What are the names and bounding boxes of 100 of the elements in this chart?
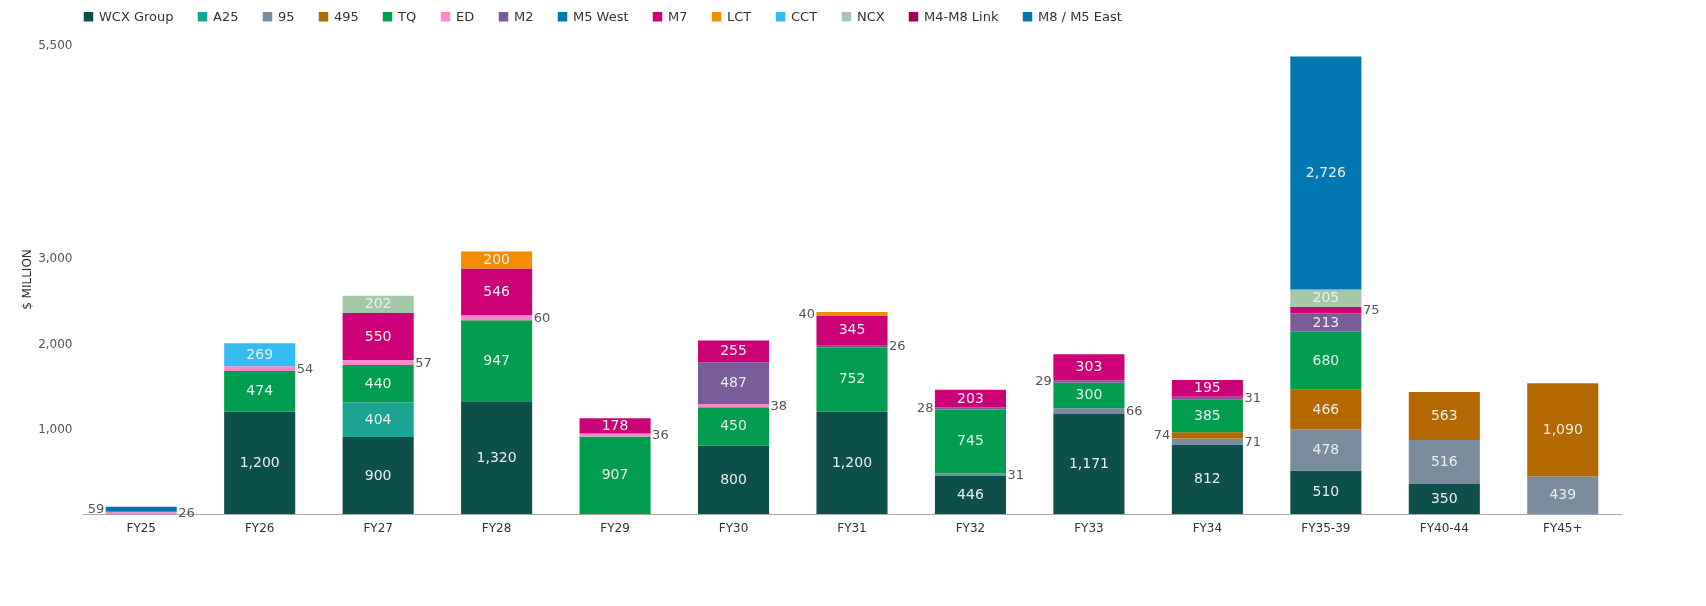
y-tick-label: 1,000 bbox=[38, 422, 73, 437]
legend-label: 95 bbox=[278, 8, 295, 24]
x-tick-label: FY29 bbox=[600, 520, 630, 535]
data-label: 350 bbox=[1430, 490, 1458, 507]
data-label: 345 bbox=[838, 321, 866, 338]
bar bbox=[1171, 380, 1243, 397]
data-label: 40 bbox=[798, 305, 815, 321]
legend-label: 495 bbox=[334, 8, 359, 24]
data-label: 800 bbox=[720, 470, 747, 487]
bar bbox=[698, 407, 770, 446]
y-tick-label: 3,000 bbox=[38, 251, 73, 266]
x-tick-label: FY30 bbox=[718, 520, 749, 535]
bar bbox=[934, 407, 1006, 410]
bar bbox=[342, 437, 414, 514]
data-label: 75 bbox=[1362, 302, 1380, 318]
bar bbox=[1290, 56, 1362, 290]
bar bbox=[1171, 438, 1243, 445]
bar bbox=[461, 315, 533, 321]
data-label: 745 bbox=[957, 432, 984, 449]
legend-label: ED bbox=[456, 8, 475, 24]
x-tick-label: FY45+ bbox=[1542, 520, 1583, 535]
data-label: 269 bbox=[246, 345, 274, 362]
bar bbox=[105, 511, 177, 514]
data-label: 205 bbox=[1312, 289, 1340, 306]
x-tick-label: FY40-44 bbox=[1419, 520, 1469, 535]
data-label: 546 bbox=[483, 282, 511, 299]
data-label: 947 bbox=[483, 351, 510, 368]
bar bbox=[1290, 429, 1362, 471]
x-tick-label: FY35-39 bbox=[1301, 520, 1351, 535]
data-label: 680 bbox=[1312, 351, 1340, 368]
bar bbox=[1408, 484, 1480, 514]
data-label: 255 bbox=[720, 342, 747, 359]
x-tick-label: FY25 bbox=[126, 520, 156, 535]
data-label: 31 bbox=[1007, 466, 1025, 482]
bar bbox=[1290, 313, 1362, 332]
legend-label: A25 bbox=[213, 8, 239, 24]
data-label: 200 bbox=[483, 250, 510, 267]
data-label: 213 bbox=[1312, 313, 1340, 330]
bar bbox=[342, 360, 414, 365]
legend-label: M2 bbox=[514, 8, 534, 24]
data-label: 439 bbox=[1549, 486, 1577, 503]
data-label: 1,200 bbox=[239, 453, 280, 470]
data-label: 1,320 bbox=[476, 448, 517, 465]
bar bbox=[1290, 307, 1362, 314]
bar bbox=[1053, 408, 1125, 414]
data-label: 203 bbox=[957, 389, 984, 406]
data-label: 446 bbox=[957, 485, 984, 502]
data-label: 60 bbox=[533, 309, 551, 325]
legend-label: M8 / M5 East bbox=[1038, 8, 1122, 24]
bar bbox=[342, 313, 414, 361]
data-label: 71 bbox=[1244, 433, 1261, 449]
bar bbox=[816, 344, 888, 348]
bar bbox=[1053, 380, 1125, 383]
data-label: 74 bbox=[1153, 427, 1171, 443]
bar bbox=[224, 366, 296, 371]
data-label: 1,200 bbox=[831, 453, 873, 470]
bar bbox=[816, 347, 888, 412]
legend-label: M7 bbox=[668, 8, 688, 24]
data-label: 2,726 bbox=[1305, 164, 1346, 181]
bar bbox=[1290, 470, 1362, 514]
bar bbox=[1053, 413, 1125, 514]
legend-label: CCT bbox=[791, 8, 818, 24]
data-label: 466 bbox=[1312, 400, 1340, 417]
bar bbox=[224, 370, 296, 412]
bar bbox=[698, 362, 770, 404]
bar bbox=[461, 320, 533, 402]
x-tick-label: FY32 bbox=[955, 520, 986, 535]
bar bbox=[1408, 440, 1480, 485]
y-axis-title: $ MILLION bbox=[20, 249, 35, 310]
data-label: 440 bbox=[364, 374, 392, 391]
data-label: 900 bbox=[364, 466, 392, 483]
bar bbox=[1527, 476, 1599, 514]
bar bbox=[698, 403, 770, 408]
bar bbox=[579, 436, 651, 514]
data-label: 36 bbox=[652, 426, 669, 442]
bar bbox=[461, 268, 533, 316]
data-label: 563 bbox=[1430, 406, 1458, 423]
bar bbox=[1290, 331, 1362, 390]
y-tick-label: 2,000 bbox=[38, 336, 73, 351]
bar bbox=[1408, 391, 1480, 440]
data-label: 404 bbox=[364, 410, 392, 427]
legend-label: M5 West bbox=[573, 8, 629, 24]
data-label: 812 bbox=[1194, 470, 1221, 487]
data-label: 478 bbox=[1312, 440, 1340, 457]
legend-label: TQ bbox=[397, 8, 417, 24]
bar bbox=[1171, 444, 1243, 514]
data-label: 516 bbox=[1430, 453, 1458, 470]
data-label: 300 bbox=[1075, 386, 1103, 403]
legend-label: WCX Group bbox=[99, 8, 174, 24]
bar bbox=[342, 402, 414, 438]
x-tick-label: FY31 bbox=[837, 520, 867, 535]
x-tick-label: FY28 bbox=[481, 520, 512, 535]
bar bbox=[105, 506, 177, 512]
x-tick-label: FY33 bbox=[1074, 520, 1104, 535]
data-label: 1,171 bbox=[1068, 454, 1109, 471]
bar bbox=[224, 411, 296, 514]
bar bbox=[1290, 389, 1362, 430]
data-label: 385 bbox=[1194, 406, 1221, 423]
data-label: 57 bbox=[415, 354, 432, 370]
data-label: 29 bbox=[1035, 373, 1052, 389]
